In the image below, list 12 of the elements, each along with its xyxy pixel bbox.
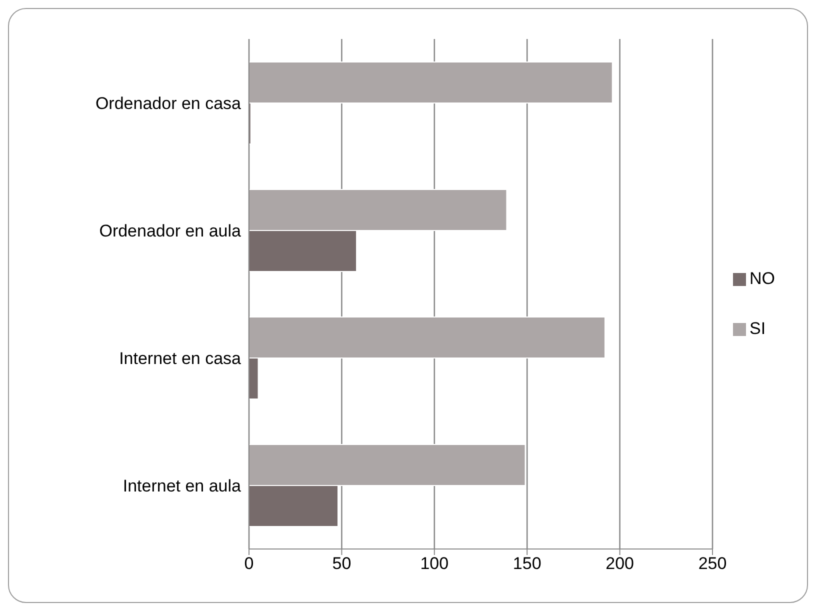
y-tick-label: Ordenador en casa [95, 94, 242, 113]
y-tick-label: Ordenador en aula [99, 221, 242, 240]
x-tick-label: 200 [606, 554, 634, 574]
y-tick-label: Internet en casa [119, 348, 242, 368]
x-tick-label: 100 [420, 554, 449, 574]
x-tick-label: 150 [512, 554, 542, 574]
x-tick-label: 250 [698, 554, 727, 574]
legend-label: SI [750, 319, 766, 338]
x-tick-label: 50 [332, 554, 352, 574]
legend-label: NO [750, 269, 775, 288]
y-tick-label: Internet en aula [122, 476, 242, 496]
x-tick-label: 0 [244, 554, 254, 574]
